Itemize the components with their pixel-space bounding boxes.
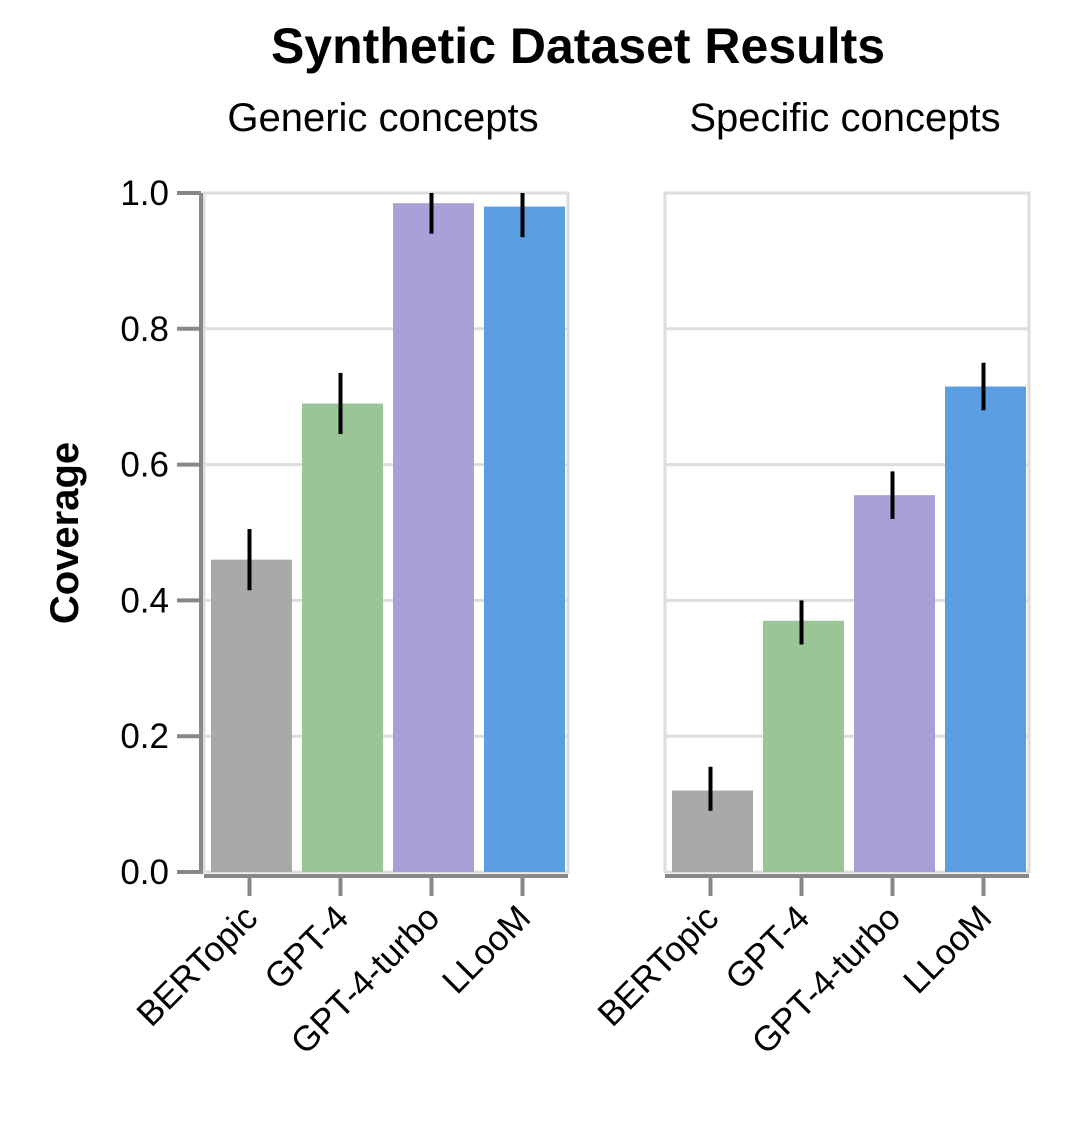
y-tick-label: 1.0 bbox=[120, 174, 169, 213]
bar-gpt-4-turbo bbox=[854, 495, 935, 872]
bar-bertopic bbox=[211, 559, 292, 872]
bar-gpt-4 bbox=[763, 620, 844, 872]
bar-gpt-4 bbox=[302, 403, 383, 872]
y-tick-label: 0.2 bbox=[120, 717, 169, 756]
x-tick-label: BERTopic bbox=[129, 898, 265, 1034]
facet-panel-1: Specific conceptsBERTopicGPT-4GPT-4-turb… bbox=[590, 96, 1031, 1062]
x-tick-label: LLooM bbox=[896, 898, 999, 1001]
y-tick-label: 0.8 bbox=[120, 310, 169, 349]
bar-lloom bbox=[945, 386, 1026, 872]
y-axis-title: Coverage bbox=[43, 442, 87, 624]
y-tick-label: 0.4 bbox=[120, 581, 169, 620]
x-tick-label: LLooM bbox=[435, 898, 538, 1001]
y-tick-label: 0.6 bbox=[120, 446, 169, 485]
facet-panel-0: Generic conceptsBERTopicGPT-4GPT-4-turbo… bbox=[129, 96, 570, 1062]
x-tick-label: BERTopic bbox=[590, 898, 726, 1034]
bar-lloom bbox=[484, 206, 565, 872]
facet-title: Generic concepts bbox=[227, 96, 538, 140]
chart-title: Synthetic Dataset Results bbox=[271, 18, 885, 74]
y-axis: 0.0 0.2 0.4 0.6 0.8 1.0 bbox=[120, 174, 203, 892]
bar-gpt-4-turbo bbox=[393, 203, 474, 872]
facets: Generic conceptsBERTopicGPT-4GPT-4-turbo… bbox=[120, 96, 1031, 1062]
y-tick-label: 0.0 bbox=[120, 853, 169, 892]
facet-title: Specific concepts bbox=[689, 96, 1000, 140]
